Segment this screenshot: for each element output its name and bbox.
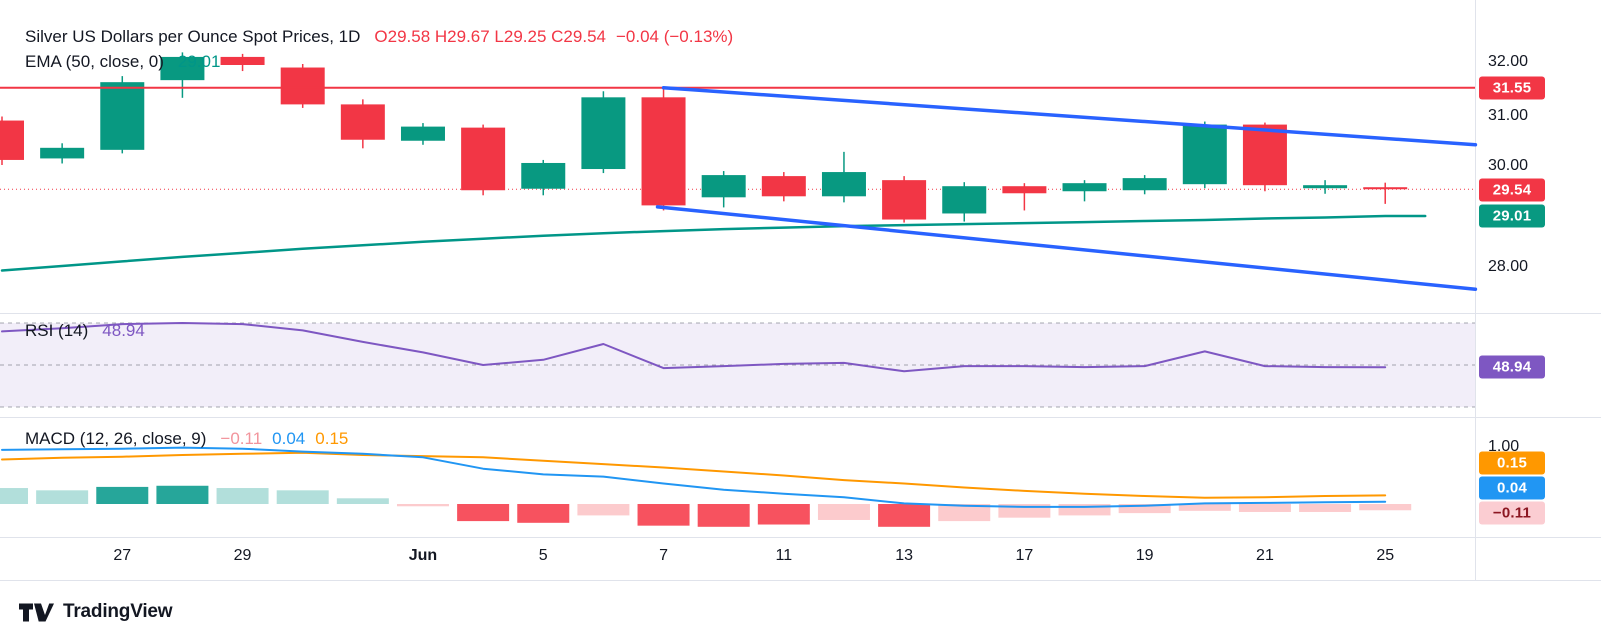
candle-body [641, 97, 686, 206]
candle-body [521, 162, 566, 189]
macd-histogram-bar [156, 485, 209, 504]
candle-body [40, 147, 85, 159]
ohlc-values: O29.58 H29.67 L29.25 C29.54 [374, 27, 606, 46]
candle-body [761, 176, 806, 197]
rsi-value: 48.94 [102, 321, 145, 340]
ema-value: 29.01 [177, 52, 221, 71]
tradingview-logo-icon [19, 603, 54, 621]
macd-histogram-bar [0, 488, 28, 504]
candle-body [882, 180, 927, 220]
macd-histogram-bar [1178, 504, 1231, 511]
price-tick: 30.00 [1488, 157, 1529, 174]
rsi-line [1, 322, 1387, 373]
candle-body [280, 67, 325, 105]
candle-body [942, 186, 987, 214]
rsi-legend: RSI (14) 48.94 [25, 321, 145, 341]
time-axis-label: 11 [775, 547, 793, 564]
macd-histogram-bar [757, 504, 810, 525]
price-tick: 32.00 [1488, 53, 1529, 70]
ema-label[interactable]: EMA (50, close, 0) [25, 52, 164, 71]
macd-axis-tick: 1.00 [1488, 438, 1520, 455]
time-axis-label: Jun [408, 547, 438, 564]
macd-signal-label: 0.15 [1479, 451, 1545, 475]
macd-line [1, 446, 1387, 508]
macd-label[interactable]: MACD (12, 26, close, 9) [25, 429, 207, 448]
macd-histogram-bar [1299, 504, 1352, 512]
macd-hist-label: −0.11 [1479, 501, 1545, 525]
candle-body [701, 175, 746, 198]
chart-canvas[interactable] [0, 0, 1601, 581]
macd-histogram-bar [1058, 504, 1111, 516]
price-tick: 31.00 [1488, 107, 1529, 124]
macd-histogram-bar [817, 504, 870, 520]
time-axis-label: 5 [538, 547, 548, 564]
candle-body [821, 172, 866, 197]
macd-signal-value: 0.15 [315, 429, 349, 448]
macd-histogram-bar [36, 490, 89, 504]
time-axis-label: 7 [659, 547, 668, 564]
price-tick: 28.00 [1488, 258, 1529, 275]
macd-signal-line [1, 451, 1387, 499]
candle-body [1122, 178, 1167, 191]
macd-histogram-bar [276, 490, 329, 504]
macd-histogram-bar [336, 498, 389, 504]
symbol-title[interactable]: Silver US Dollars per Ounce Spot Prices,… [25, 27, 361, 46]
candle-body [461, 127, 506, 191]
macd-histogram-bar [1118, 504, 1171, 514]
candle-body [1062, 183, 1107, 192]
macd-histogram-bar [96, 486, 149, 504]
candle-body [1002, 186, 1047, 194]
macd-histogram-bar [517, 504, 570, 523]
macd-histogram-bar [878, 504, 931, 527]
macd-hist-value: −0.11 [220, 429, 263, 448]
candle-body [581, 97, 626, 170]
rsi-label[interactable]: RSI (14) [25, 321, 89, 340]
time-axis[interactable]: 27 29 Jun 5 7 11 13 17 19 21 25 [0, 537, 1601, 580]
change-value: −0.04 (−0.13%) [615, 27, 734, 46]
candle-body [100, 82, 145, 150]
macd-histogram-bar [216, 488, 269, 504]
candle-body [400, 126, 445, 141]
brand-text[interactable]: TradingView [63, 601, 173, 622]
macd-histogram-bar [1359, 504, 1412, 511]
candle-body [160, 56, 205, 81]
candle-body [1242, 124, 1287, 186]
time-axis-label: 29 [233, 547, 252, 564]
candle-body [340, 104, 385, 140]
footer: TradingView [0, 581, 1601, 643]
candle-body [220, 56, 265, 65]
ema-price-label: 29.01 [1479, 204, 1545, 228]
macd-histogram-bar [457, 504, 510, 522]
time-axis-label: 17 [1015, 547, 1034, 564]
macd-histogram-bar [396, 504, 449, 507]
time-axis-label: 13 [895, 547, 913, 564]
resistance-price-label: 31.55 [1479, 76, 1545, 100]
macd-line-label: 0.04 [1479, 476, 1545, 500]
main-legend: Silver US Dollars per Ounce Spot Prices,… [25, 27, 733, 47]
rsi-value-label: 48.94 [1479, 355, 1545, 379]
tradingview-logo[interactable] [18, 600, 54, 625]
candle-body [1363, 187, 1408, 190]
macd-line-value: 0.04 [272, 429, 306, 448]
ema-legend: EMA (50, close, 0) 29.01 [25, 52, 220, 72]
macd-histogram-bar [938, 504, 991, 522]
candle-body [0, 120, 24, 160]
trend-line[interactable] [655, 205, 1478, 291]
trend-line[interactable] [661, 85, 1478, 147]
macd-histogram-bar [697, 504, 750, 527]
macd-histogram-bar [1238, 504, 1291, 512]
time-axis-label: 19 [1135, 547, 1154, 564]
macd-legend: MACD (12, 26, close, 9) −0.11 0.04 0.15 [25, 429, 348, 449]
ema-line [0, 214, 1427, 272]
macd-histogram-bar [577, 504, 630, 516]
candle-body [1303, 185, 1348, 189]
last-price-label: 29.54 [1479, 178, 1545, 202]
time-axis-label: 27 [113, 547, 132, 564]
time-axis-label: 25 [1376, 547, 1395, 564]
candle-body [1182, 124, 1227, 185]
time-axis-label: 21 [1256, 547, 1274, 564]
macd-histogram-bar [637, 504, 690, 526]
